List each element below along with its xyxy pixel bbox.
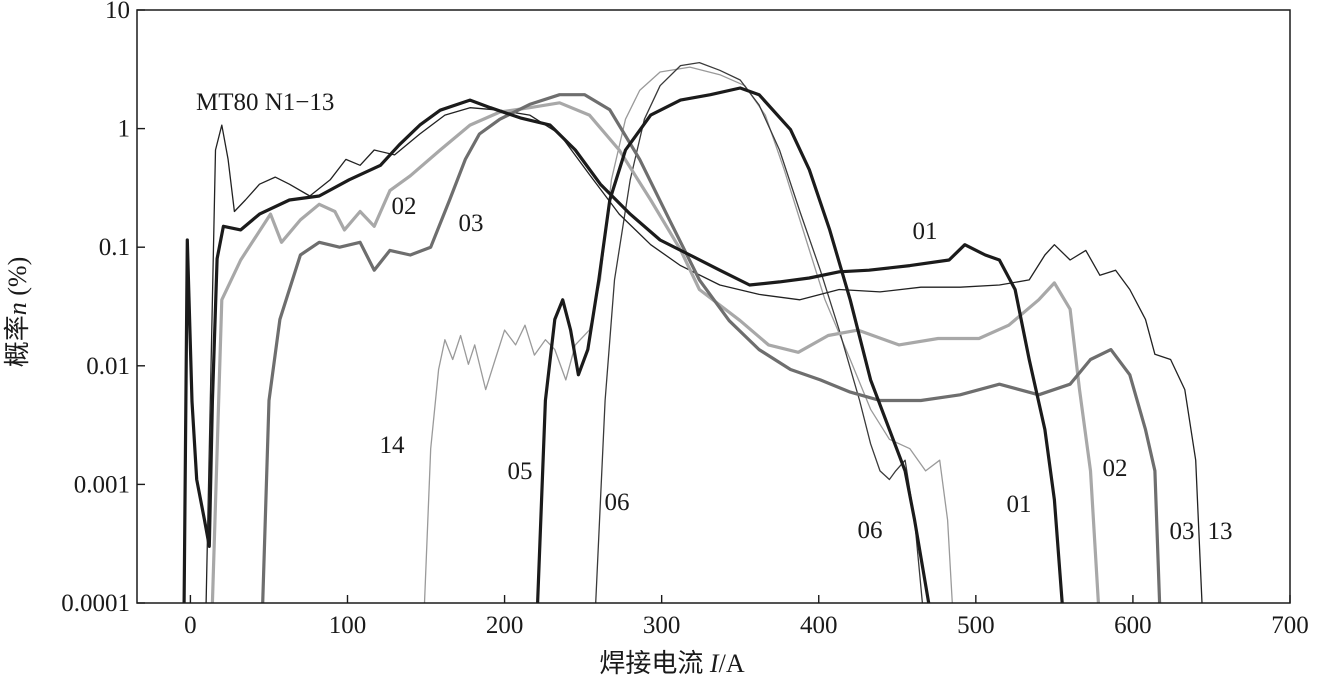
plot-frame: [136, 9, 1291, 604]
series-03-line: [261, 93, 1162, 603]
x-tick-label: 500: [957, 612, 995, 639]
y-axis-label: 概率n (%): [3, 257, 32, 368]
series-14-label: 14: [380, 432, 406, 459]
y-tick-label: 0.1: [99, 234, 130, 261]
series-02-label: 02: [392, 193, 417, 220]
x-tick-label: 100: [329, 612, 367, 639]
series-01-line: [182, 98, 1064, 603]
y-tick-label: 0.0001: [61, 590, 130, 617]
series-layer: [182, 61, 1203, 603]
x-tick-label: 300: [643, 612, 681, 639]
y-tick-label: 10: [105, 0, 130, 24]
x-tick-label: 600: [1114, 612, 1152, 639]
series-13-label: 13: [1208, 518, 1233, 545]
x-tick-label: 0: [184, 612, 197, 639]
y-tick-label: 0.01: [86, 353, 130, 380]
series-02-label: 02: [1103, 455, 1128, 482]
y-tick-label: 1: [118, 116, 131, 143]
series-06-label: 06: [858, 517, 883, 544]
x-axis-label: 焊接电流 I/A: [599, 649, 744, 678]
series-03-label: 03: [459, 210, 484, 237]
x-tick-label: 700: [1271, 612, 1309, 639]
x-tick-label: 200: [486, 612, 524, 639]
series-05-label: 05: [508, 458, 533, 485]
series-06-line: [595, 61, 924, 603]
x-tick-label: 400: [800, 612, 838, 639]
series-05-line: [536, 86, 931, 603]
tick-layer: 0 100 200 300 400 500 600 7001010.10.010.0010.0…: [61, 0, 1309, 639]
series-01-label: 01: [913, 218, 938, 245]
curve-label-layer: 01 01 02 02 03 03 05 06 06 13 14: [380, 193, 1233, 545]
series-03-label: 03: [1170, 518, 1195, 545]
series-01-label: 01: [1007, 491, 1032, 518]
y-tick-label: 0.001: [74, 471, 130, 498]
series-13-line: [205, 107, 1203, 603]
series-02-line: [210, 101, 1100, 603]
series-06-label: 06: [605, 489, 630, 516]
group-annotation-label: MT80 N1−13: [196, 89, 334, 116]
